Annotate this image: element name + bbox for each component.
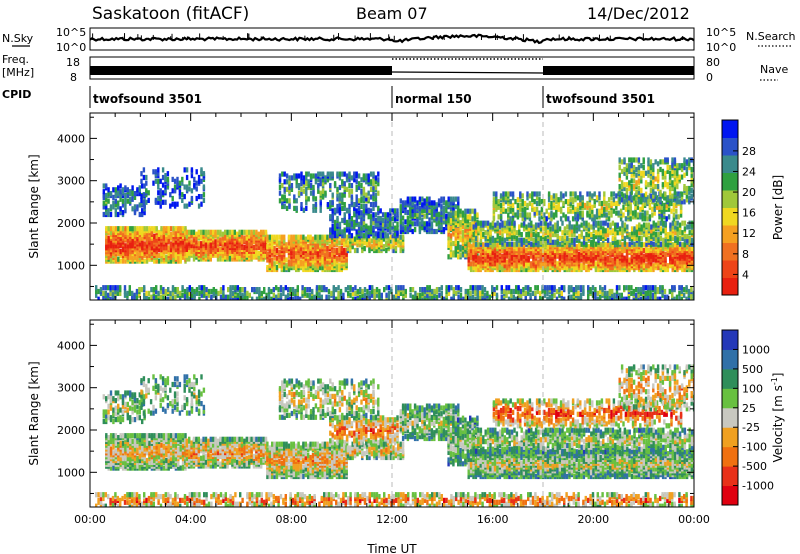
date-title: 14/Dec/2012 bbox=[587, 4, 690, 23]
colorbar-tick-label: 100 bbox=[742, 382, 763, 395]
y-tick-label: 1000 bbox=[57, 259, 85, 272]
colorbar-label: Power [dB] bbox=[771, 175, 785, 240]
x-tick-label: 00:00 bbox=[678, 513, 710, 526]
x-tick-label: 12:00 bbox=[376, 513, 408, 526]
freq-axis-right-top: 80 bbox=[706, 56, 720, 69]
velocity-colorbar: 1000 500 100 25 -25 -100 -500 -1000 Velocity [m … bbox=[721, 329, 785, 506]
colorbar-tick-label: -100 bbox=[742, 441, 767, 454]
colorbar-tick-label: -25 bbox=[742, 421, 760, 434]
colorbar-tick-label: 20 bbox=[742, 186, 756, 199]
freq-axis-right-bottom: 0 bbox=[706, 71, 713, 84]
y-tick-label: 1000 bbox=[57, 466, 85, 479]
freq-axis-left-bottom: 8 bbox=[70, 71, 77, 84]
noise-axis-bottom: 10^0 bbox=[56, 41, 86, 54]
echo-cells bbox=[95, 364, 694, 507]
x-tick-label: 00:00 bbox=[74, 513, 106, 526]
y-tick-label: 2000 bbox=[57, 217, 85, 230]
y-axis-label: Slant Range [km] bbox=[27, 361, 41, 465]
nsearch-label: N.Search bbox=[746, 30, 796, 43]
cpid-segment-label: twofsound 3501 bbox=[546, 92, 655, 106]
beam-title: Beam 07 bbox=[356, 4, 428, 23]
y-tick-label: 4000 bbox=[57, 132, 85, 145]
cpid-segment-label: normal 150 bbox=[395, 92, 472, 106]
x-tick-label: 16:00 bbox=[477, 513, 509, 526]
x-tick-label: 08:00 bbox=[275, 513, 307, 526]
noise-panel: 10^5 10^0 10^5 10^0 bbox=[56, 26, 736, 54]
colorbar-tick-label: 12 bbox=[742, 227, 756, 240]
colorbar-tick-label: 25 bbox=[742, 402, 756, 415]
colorbar-tick-label: -500 bbox=[742, 460, 767, 473]
y-axis-label: Slant Range [km] bbox=[27, 154, 41, 258]
x-axis-label: Time UT bbox=[366, 542, 417, 554]
colorbar-tick-label: 8 bbox=[742, 248, 749, 261]
noise-axis-top-right: 10^5 bbox=[706, 26, 736, 39]
cpid-segment-label: twofsound 3501 bbox=[93, 92, 202, 106]
y-tick-label: 4000 bbox=[57, 339, 85, 352]
x-tick-label: 04:00 bbox=[175, 513, 207, 526]
cpid-row: twofsound 3501 normal 150 twofsound 3501 bbox=[89, 86, 655, 108]
y-tick-label: 3000 bbox=[57, 175, 85, 188]
noise-axis-bottom-right: 10^0 bbox=[706, 41, 736, 54]
colorbar-tick-label: -1000 bbox=[742, 480, 774, 493]
freq-label-1: Freq. bbox=[2, 53, 29, 66]
freq-axis-left-top: 18 bbox=[66, 56, 80, 69]
colorbar-label: Velocity [m s-1] bbox=[770, 373, 785, 463]
velocity-panel: 1000 2000 3000 4000 Slant Range [km] 00:00 04:… bbox=[27, 319, 710, 526]
power-colorbar: 4 8 12 16 20 24 28 Power [dB] bbox=[721, 119, 785, 296]
station-title: Saskatoon (fitACF) bbox=[92, 4, 249, 24]
colorbar-tick-label: 500 bbox=[742, 363, 763, 376]
power-panel: 1000 2000 3000 4000 Slant Range [km] bbox=[27, 112, 695, 301]
colorbar-tick-label: 16 bbox=[742, 207, 756, 220]
cpid-label: CPID bbox=[2, 88, 31, 101]
colorbar-tick-label: 1000 bbox=[742, 343, 770, 356]
colorbar-tick-label: 24 bbox=[742, 165, 756, 178]
freq-label-2: [MHz] bbox=[2, 66, 34, 79]
nsky-label: N.Sky bbox=[2, 32, 34, 45]
y-tick-label: 3000 bbox=[57, 382, 85, 395]
nave-label: Nave bbox=[760, 63, 788, 76]
y-tick-label: 2000 bbox=[57, 424, 85, 437]
colorbar-tick-label: 4 bbox=[742, 268, 749, 281]
noise-axis-top: 10^5 bbox=[56, 26, 86, 39]
x-tick-label: 20:00 bbox=[577, 513, 609, 526]
colorbar-tick-label: 28 bbox=[742, 145, 756, 158]
freq-panel: 18 8 80 0 bbox=[66, 56, 720, 84]
echo-cells bbox=[95, 157, 694, 300]
